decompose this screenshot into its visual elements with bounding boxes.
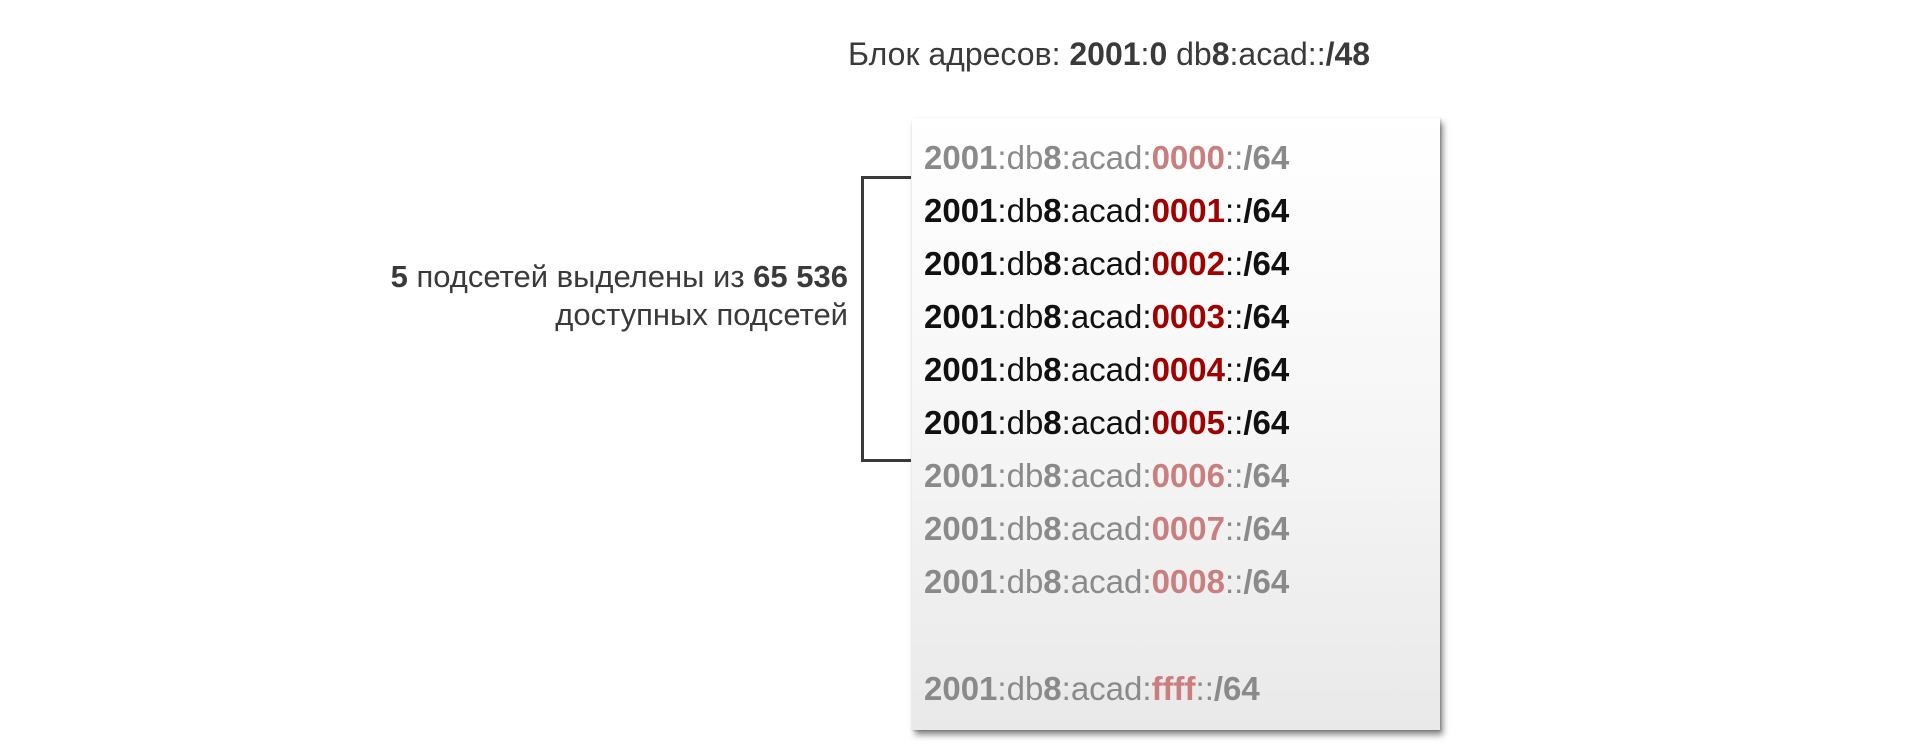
subnet-list: 2001:db8:acad:0000::/64 2001:db8:acad:000… (912, 118, 1440, 730)
subnet-acad: :acad: (1061, 139, 1152, 176)
subnet-db: :db (997, 351, 1044, 388)
subnet-row: 2001:db8:acad:0005::/64 (924, 403, 1289, 443)
subnet-prefix-length: /64 (1243, 351, 1290, 388)
subnet-acad: :acad: (1061, 351, 1152, 388)
subnet-id: 0005 (1151, 404, 1225, 441)
subnet-eight: 8 (1043, 670, 1062, 707)
subnet-eight: 8 (1043, 563, 1062, 600)
address-block-eight: 8 (1211, 36, 1230, 72)
address-block-db: db (1176, 36, 1212, 72)
address-block-separator: : (1051, 36, 1061, 72)
subnet-eight: 8 (1043, 245, 1062, 282)
subnet-db: :db (997, 192, 1044, 229)
subnet-id: ffff (1151, 670, 1196, 707)
address-block-prefix: 2001 (1069, 36, 1141, 72)
subnet-double-colon: :: (1224, 457, 1244, 494)
subnet-acad: :acad: (1061, 457, 1152, 494)
subnet-prefix-length: /64 (1243, 404, 1290, 441)
subnet-acad: :acad: (1061, 563, 1152, 600)
subnet-prefix-2001: 2001 (924, 457, 998, 494)
allocated-count: 5 (390, 259, 408, 294)
subnet-id: 0001 (1151, 192, 1225, 229)
subnet-db: :db (997, 510, 1044, 547)
allocation-text: подсетей выделены из (407, 259, 754, 294)
subnet-eight: 8 (1043, 457, 1062, 494)
allocation-note-line2: доступных подсетей (555, 297, 848, 332)
subnet-db: :db (997, 139, 1044, 176)
subnet-prefix-length: /64 (1213, 670, 1260, 707)
subnet-prefix-2001: 2001 (924, 139, 998, 176)
subnet-db: :db (997, 563, 1044, 600)
subnet-row: 2001:db8:acad:0000::/64 (924, 138, 1289, 178)
address-block-length: /48 (1325, 36, 1371, 72)
subnet-double-colon: :: (1224, 298, 1244, 335)
subnet-eight: 8 (1043, 298, 1062, 335)
subnet-prefix-length: /64 (1243, 298, 1290, 335)
subnet-prefix-2001: 2001 (924, 563, 998, 600)
subnet-eight: 8 (1043, 510, 1062, 547)
subnet-double-colon: :: (1224, 139, 1244, 176)
subnet-acad: :acad: (1061, 192, 1152, 229)
subnet-id: 0007 (1151, 510, 1225, 547)
subnet-row: 2001:db8:acad:0003::/64 (924, 297, 1289, 337)
subnet-id: 0002 (1151, 245, 1225, 282)
subnet-prefix-2001: 2001 (924, 298, 998, 335)
subnet-row: 2001:db8:acad:ffff::/64 (924, 669, 1260, 709)
subnet-db: :db (997, 245, 1044, 282)
subnet-prefix-2001: 2001 (924, 351, 998, 388)
subnet-row: 2001:db8:acad:0008::/64 (924, 562, 1289, 602)
subnet-acad: :acad: (1061, 298, 1152, 335)
subnet-row: 2001:db8:acad:0001::/64 (924, 191, 1289, 231)
subnet-prefix-length: /64 (1243, 510, 1290, 547)
subnet-row: 2001:db8:acad:0002::/64 (924, 244, 1289, 284)
subnet-prefix-length: /64 (1243, 245, 1290, 282)
address-block-colon: : (1140, 36, 1150, 72)
subnet-prefix-2001: 2001 (924, 670, 998, 707)
subnet-double-colon: :: (1224, 245, 1244, 282)
subnet-id: 0004 (1151, 351, 1225, 388)
subnet-prefix-length: /64 (1243, 457, 1290, 494)
address-block-title: Блок адресов: 2001:0 db8:acad::/48 (848, 34, 1370, 74)
subnet-acad: :acad: (1061, 510, 1152, 547)
subnet-prefix-length: /64 (1243, 192, 1290, 229)
subnet-id: 0006 (1151, 457, 1225, 494)
subnet-double-colon: :: (1224, 510, 1244, 547)
subnet-double-colon: :: (1224, 563, 1244, 600)
subnet-id: 0003 (1151, 298, 1225, 335)
subnet-eight: 8 (1043, 351, 1062, 388)
subnet-row: 2001:db8:acad:0004::/64 (924, 350, 1289, 390)
subnet-prefix-2001: 2001 (924, 404, 998, 441)
subnet-eight: 8 (1043, 192, 1062, 229)
subnet-eight: 8 (1043, 404, 1062, 441)
subnet-double-colon: :: (1195, 670, 1214, 707)
total-subnets: 65 536 (753, 259, 848, 294)
subnet-double-colon: :: (1224, 404, 1244, 441)
allocation-note: 5 подсетей выделены из 65 536 доступных … (391, 258, 848, 334)
subnet-row: 2001:db8:acad:0006::/64 (924, 456, 1289, 496)
subnet-prefix-length: /64 (1243, 563, 1290, 600)
subnet-prefix-length: /64 (1243, 139, 1290, 176)
subnet-acad: :acad: (1061, 404, 1152, 441)
subnet-row: 2001:db8:acad:0007::/64 (924, 509, 1289, 549)
address-block-zero: 0 (1149, 36, 1168, 72)
subnet-prefix-2001: 2001 (924, 510, 998, 547)
address-block-rest: :acad:: (1229, 36, 1326, 72)
subnet-db: :db (997, 298, 1044, 335)
address-block-label: Блок адресов (848, 36, 1052, 72)
subnet-double-colon: :: (1224, 351, 1244, 388)
allocation-note-line1: 5 подсетей выделены из 65 536 (391, 258, 848, 296)
subnet-double-colon: :: (1224, 192, 1244, 229)
subnet-db: :db (997, 670, 1044, 707)
subnet-db: :db (997, 457, 1044, 494)
allocated-subnets-bracket (861, 176, 911, 462)
subnet-db: :db (997, 404, 1044, 441)
subnet-prefix-2001: 2001 (924, 192, 998, 229)
subnet-eight: 8 (1043, 139, 1062, 176)
subnet-acad: :acad: (1061, 245, 1152, 282)
subnet-acad: :acad: (1061, 670, 1152, 707)
subnet-prefix-2001: 2001 (924, 245, 998, 282)
subnet-id: 0008 (1151, 563, 1225, 600)
subnet-id: 0000 (1151, 139, 1225, 176)
